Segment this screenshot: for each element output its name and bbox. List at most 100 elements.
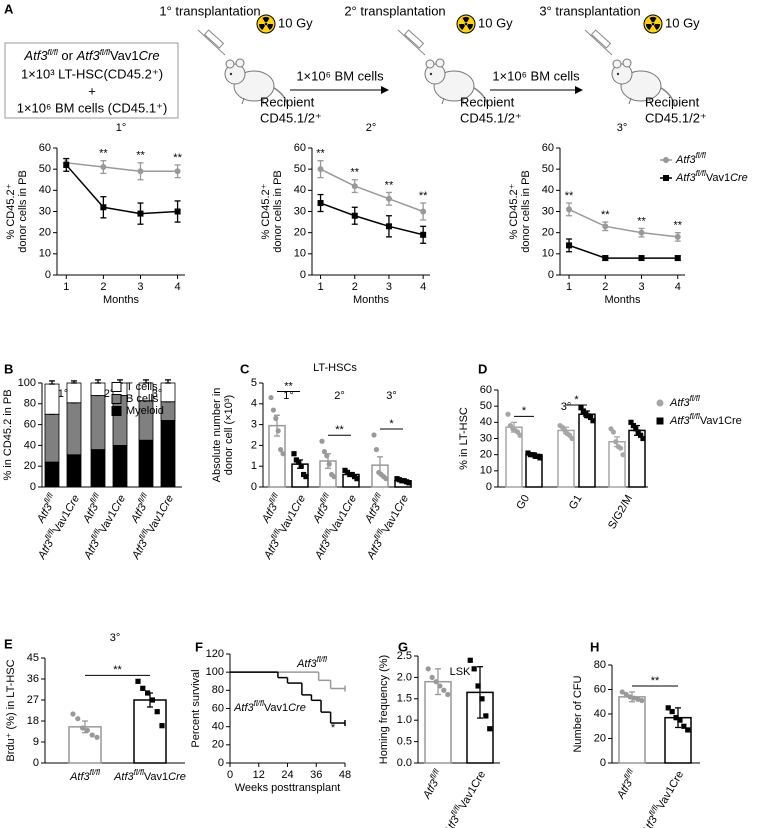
y-tick-label: 20 [39, 227, 51, 239]
recipient: Recipient [260, 94, 315, 109]
point [303, 474, 309, 480]
significance: ** [284, 380, 293, 392]
text-part: fl/fl [100, 48, 110, 57]
text-part: or [58, 48, 77, 63]
point [291, 451, 297, 457]
point [425, 666, 431, 672]
y-tick-label: 50 [480, 400, 492, 412]
y-tick-label: 0 [548, 269, 554, 281]
text-part: Cre [730, 172, 748, 184]
bar-segment [160, 382, 176, 403]
point [566, 242, 573, 249]
significance: ** [350, 167, 359, 179]
text-part: Atf3 [129, 537, 150, 562]
text-part: Cre [288, 702, 306, 714]
text-part: Atf3 [69, 771, 90, 783]
y-tick-label: 0.5 [397, 736, 412, 748]
point [75, 716, 81, 722]
y-tick-label: 0 [218, 757, 224, 769]
point [135, 678, 141, 684]
panel-label: F [195, 639, 203, 654]
panel-label: H [590, 639, 599, 654]
y-tick-label: 0 [30, 481, 36, 493]
text-part: fl/fl [690, 394, 700, 403]
chart-title: 3° [110, 632, 121, 644]
point [373, 446, 379, 453]
y-tick-label: 40 [594, 708, 606, 720]
x-tick-label: 1 [566, 281, 572, 293]
y-tick-label: 10 [294, 248, 306, 260]
text-part: Cre [157, 493, 176, 514]
point [84, 727, 90, 733]
point [319, 438, 325, 444]
x-tick-label: 0 [227, 769, 233, 781]
point [639, 697, 645, 704]
x-tick-label: 3 [386, 281, 392, 293]
y-tick-label: 20 [24, 460, 36, 472]
legend-swatch [111, 382, 122, 392]
legend-marker [656, 417, 664, 425]
x-tick-label: Atf3fl/flVav1Cre [637, 768, 686, 828]
y-tick-label: 20 [480, 449, 492, 461]
point [475, 683, 481, 689]
text-part: Cre [392, 493, 411, 514]
point [677, 717, 683, 723]
panel-label: E [4, 636, 13, 651]
point [326, 461, 332, 467]
x-tick-label: Atf3fl/fl [612, 767, 640, 801]
x-tick-label: 12 [253, 769, 265, 781]
point [631, 695, 637, 701]
recipient-strain: CD45.1/2⁺ [460, 110, 522, 125]
x-tick-label: Atf3fl/fl [69, 768, 100, 783]
y-tick-label: 60 [212, 702, 224, 714]
point [602, 223, 609, 230]
point [633, 426, 639, 432]
y-tick-label: 20 [542, 227, 554, 239]
point [354, 476, 360, 482]
significance: ** [316, 148, 325, 160]
y-tick-label: 1 [251, 460, 257, 472]
y-tick-label: 30 [39, 205, 51, 217]
donor-line: + [88, 83, 96, 98]
point [665, 705, 671, 711]
chart-title: 2° [366, 122, 377, 134]
text-part: fl/fl [696, 151, 706, 160]
y-tick-label: 27 [27, 694, 39, 706]
point [640, 435, 646, 442]
point [429, 674, 435, 681]
point [137, 168, 144, 175]
point [479, 696, 485, 702]
y-tick-label: 60 [542, 142, 554, 154]
chart-title: 3° [617, 122, 628, 134]
point [296, 459, 302, 465]
y-tick-label: 60 [594, 683, 606, 695]
legend-label: B cells [126, 393, 159, 405]
point [471, 666, 477, 672]
legend-marker [663, 175, 669, 181]
text-part: Atf3 [364, 537, 385, 562]
y-tick-label: 9 [33, 736, 39, 748]
line [320, 202, 424, 236]
x-tick-label: 2 [352, 281, 358, 293]
y-axis-label: donor cells in PB [272, 170, 284, 253]
point [669, 708, 675, 715]
point [383, 476, 389, 482]
point [149, 697, 155, 703]
chart-title: LSK [450, 666, 471, 678]
text-part: Atf3 [128, 501, 149, 526]
point [635, 696, 641, 702]
point [685, 727, 691, 733]
point [588, 414, 594, 421]
y-tick-label: 40 [39, 184, 51, 196]
point [94, 734, 100, 740]
y-tick-label: 120 [206, 648, 224, 660]
y-axis-label: Number of CFU [572, 675, 584, 752]
x-axis-label: Months [103, 294, 140, 306]
step-title: 1° transplantation [159, 3, 260, 18]
significance: * [522, 405, 527, 417]
point [100, 204, 107, 211]
y-tick-label: 100 [206, 666, 224, 678]
bar-segment [66, 382, 82, 404]
y-tick-label: 50 [39, 163, 51, 175]
group-label: 2° [334, 390, 345, 402]
